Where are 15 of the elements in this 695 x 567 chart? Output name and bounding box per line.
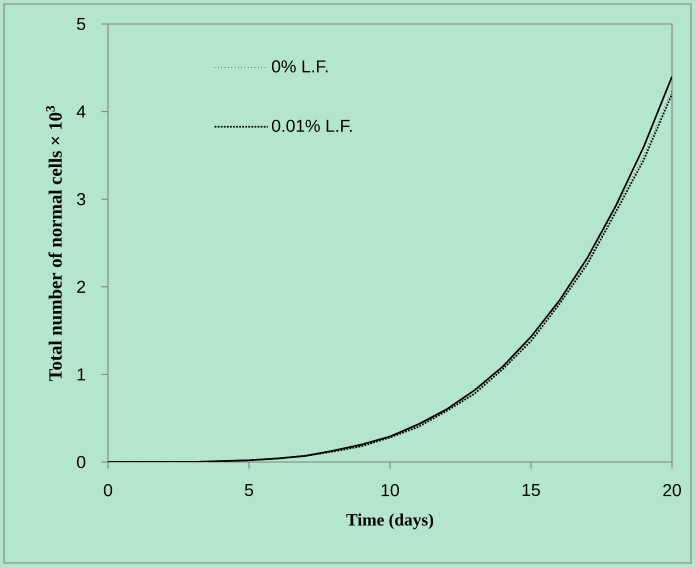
x-axis-title: Time (days): [346, 513, 434, 530]
y-tick-label: 5: [77, 18, 86, 30]
y-tick-label: 3: [76, 193, 86, 206]
y-tick-label: 0: [76, 456, 86, 468]
y-tick-label: 2: [77, 280, 86, 293]
legend-label: 0% L.F.: [272, 60, 328, 73]
y-axis-title: Total number of normal cells × 10$^{3}$: [46, 106, 62, 381]
x-tick-label: 15: [522, 484, 540, 496]
legend-label: 0.01% L.F.: [272, 120, 352, 132]
y-tick-label: 1: [78, 368, 86, 380]
y-tick-label: 4: [76, 106, 86, 118]
x-tick-label: 10: [382, 484, 399, 496]
x-tick-label: 0: [104, 484, 112, 496]
x-tick-label: 20: [663, 484, 681, 496]
x-tick-label: 5: [244, 484, 254, 496]
